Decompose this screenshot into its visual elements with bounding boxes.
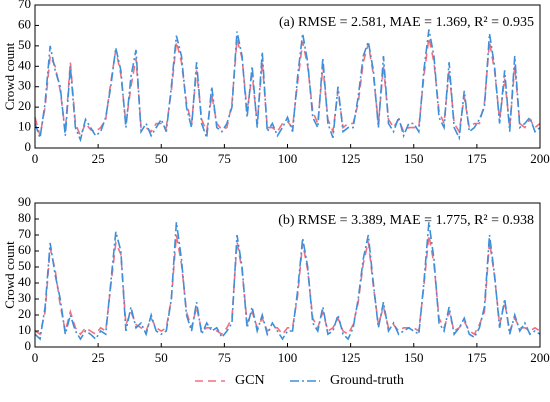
legend-label: GCN — [235, 373, 265, 388]
x-tick-label: 200 — [530, 151, 550, 166]
series-line — [34, 222, 541, 341]
legend-label: Ground-truth — [330, 373, 404, 388]
y-tick-label: 20 — [18, 98, 31, 113]
x-tick-label: 75 — [218, 350, 231, 365]
y-tick-label: 60 — [18, 242, 31, 257]
x-tick-label: 0 — [32, 151, 39, 166]
y-tick-label: 40 — [18, 274, 31, 289]
x-tick-label: 75 — [218, 151, 231, 166]
x-tick-label: 150 — [404, 151, 424, 166]
x-tick-label: 125 — [341, 350, 361, 365]
y-tick-label: 10 — [18, 322, 31, 337]
x-tick-label: 125 — [341, 151, 361, 166]
x-tick-label: 100 — [278, 151, 298, 166]
y-axis-label: Crowd count — [2, 42, 17, 110]
y-tick-label: 30 — [18, 78, 31, 93]
y-tick-label: 70 — [18, 0, 31, 11]
x-tick-label: 25 — [92, 350, 105, 365]
y-tick-label: 90 — [18, 194, 31, 209]
x-tick-label: 100 — [278, 350, 298, 365]
y-tick-label: 0 — [25, 338, 32, 353]
y-tick-label: 50 — [18, 258, 31, 273]
y-tick-label: 50 — [18, 37, 31, 52]
y-tick-label: 70 — [18, 226, 31, 241]
series-line — [34, 37, 541, 138]
x-tick-label: 25 — [92, 151, 105, 166]
y-tick-label: 0 — [25, 139, 32, 154]
x-tick-label: 50 — [155, 151, 168, 166]
plot-frame — [34, 202, 541, 348]
series-line — [34, 29, 541, 143]
annotation: (b) RMSE = 3.389, MAE = 1.775, R² = 0.93… — [278, 213, 534, 228]
y-tick-label: 30 — [18, 290, 31, 305]
annotation: (a) RMSE = 2.581, MAE = 1.369, R² = 0.93… — [279, 15, 534, 30]
y-tick-label: 60 — [18, 16, 31, 31]
y-tick-label: 40 — [18, 57, 31, 72]
series-line — [34, 234, 541, 336]
x-tick-label: 0 — [32, 350, 39, 365]
x-tick-label: 150 — [404, 350, 424, 365]
x-tick-label: 200 — [530, 350, 550, 365]
x-tick-label: 50 — [155, 350, 168, 365]
plot-frame — [34, 4, 541, 149]
x-tick-label: 175 — [467, 151, 487, 166]
y-axis-label: Crowd count — [2, 241, 17, 309]
y-tick-label: 80 — [18, 210, 31, 225]
y-tick-label: 10 — [18, 119, 31, 134]
x-tick-label: 175 — [467, 350, 487, 365]
y-tick-label: 20 — [18, 306, 31, 321]
